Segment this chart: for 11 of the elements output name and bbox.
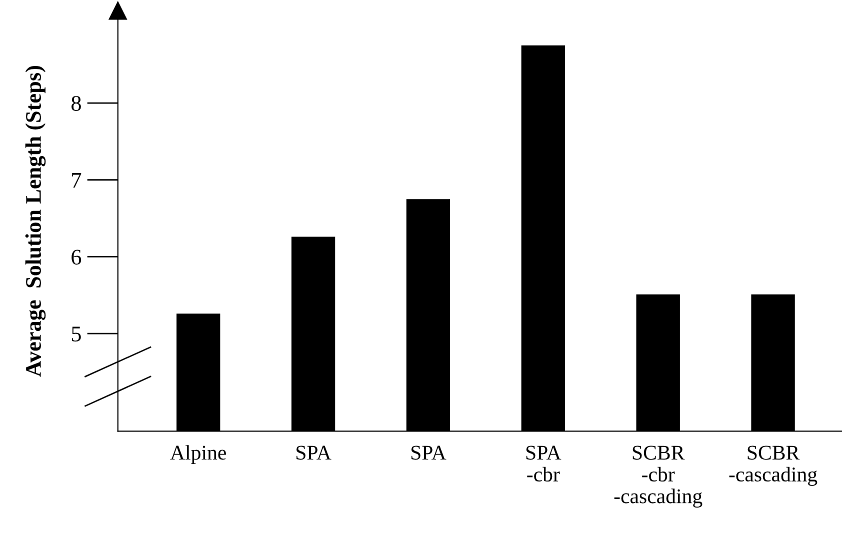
y-axis-title: Average Solution Length (Steps): [25, 66, 46, 377]
x-tick-label: Alpine: [170, 445, 226, 464]
x-tick-label: SPA: [411, 446, 446, 460]
y-tick-label: 5: [72, 326, 81, 342]
x-tick-label: SCBR -cascading: [729, 446, 818, 486]
y-tick-label: 8: [72, 96, 81, 111]
y-tick-label: 7: [72, 173, 82, 188]
x-tick-label: SPA -cbr: [526, 446, 562, 482]
x-tick-label: SPA: [296, 446, 332, 460]
y-tick-label: 6: [72, 250, 82, 265]
x-tick-label: SCBR -cbr -cascading: [614, 446, 702, 508]
